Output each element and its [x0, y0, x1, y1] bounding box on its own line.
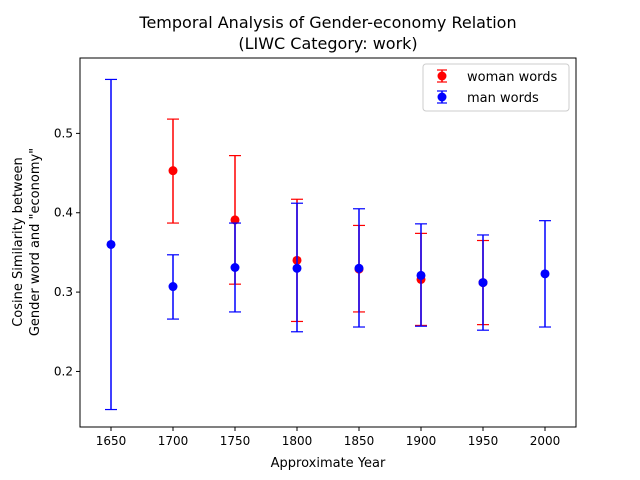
data-point — [230, 215, 240, 225]
x-tick-label: 1800 — [282, 434, 313, 448]
legend-label: man words — [467, 91, 539, 106]
legend-marker-icon — [437, 92, 447, 102]
y-tick-label: 0.4 — [54, 206, 73, 220]
chart-title-line1: Temporal Analysis of Gender-economy Rela… — [138, 13, 516, 32]
data-point — [416, 270, 426, 280]
x-tick-label: 1700 — [158, 434, 189, 448]
y-axis-label-line1: Cosine Similarity between — [11, 157, 26, 327]
legend-label: woman words — [467, 70, 558, 85]
series-man-words — [105, 78, 551, 411]
data-point — [230, 262, 240, 272]
y-tick-label: 0.3 — [54, 285, 73, 299]
data-point — [478, 278, 488, 288]
x-axis-ticks: 1650 1700 1750 1800 1850 1900 1950 2000 — [96, 427, 561, 448]
data-point — [540, 269, 550, 279]
y-tick-label: 0.2 — [54, 364, 73, 378]
data-point — [168, 282, 178, 292]
legend: woman words man words — [422, 63, 570, 112]
axes-frame — [79, 57, 577, 428]
plot-area — [105, 78, 551, 411]
data-point — [292, 263, 302, 273]
x-tick-label: 1650 — [96, 434, 127, 448]
x-axis-label: Approximate Year — [271, 456, 386, 471]
legend-box — [422, 63, 570, 112]
legend-marker-icon — [437, 71, 447, 81]
x-tick-label: 1850 — [344, 434, 375, 448]
x-tick-label: 1950 — [468, 434, 499, 448]
chart-title-line2: (LIWC Category: work) — [238, 34, 417, 53]
legend-entries: woman words man words — [437, 69, 558, 106]
x-tick-label: 1900 — [406, 434, 437, 448]
data-point — [106, 239, 116, 249]
y-axis-label: Cosine Similarity between Gender word an… — [11, 148, 43, 336]
y-axis-ticks: 0.2 0.3 0.4 0.5 — [54, 126, 80, 378]
y-axis-label-line2: Gender word and "economy" — [28, 148, 43, 336]
data-point — [168, 166, 178, 176]
x-tick-label: 2000 — [530, 434, 561, 448]
x-tick-label: 1750 — [220, 434, 251, 448]
data-point — [354, 263, 364, 273]
y-tick-label: 0.5 — [54, 126, 73, 140]
